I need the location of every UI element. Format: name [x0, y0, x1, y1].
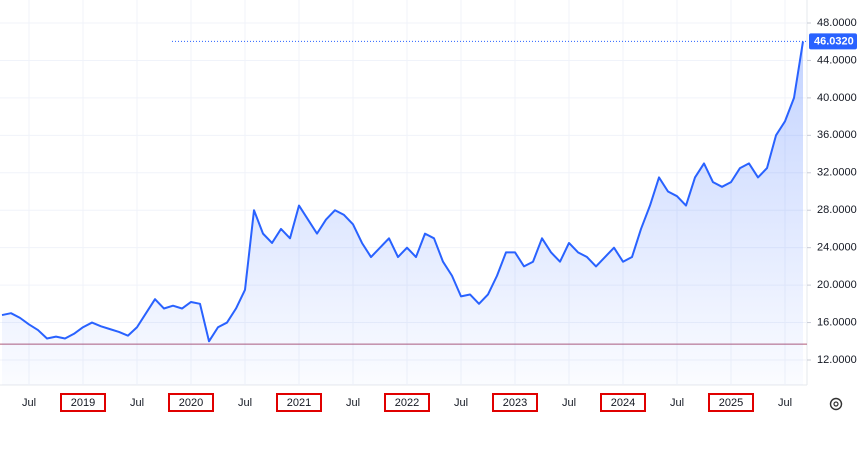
x-tick-label: Jul [130, 397, 144, 409]
y-tick-label: 16.0000 [817, 316, 857, 328]
last-price-label: 46.0320 [814, 35, 854, 47]
x-tick-label: Jul [454, 397, 468, 409]
x-tick-label: 2022 [395, 397, 419, 409]
x-tick-label: Jul [346, 397, 360, 409]
label-highlight [168, 393, 214, 412]
x-tick-label: 2019 [71, 397, 95, 409]
x-tick-label: 2020 [179, 397, 203, 409]
y-tick-label: 36.0000 [817, 129, 857, 141]
price-line [1, 41, 804, 343]
gear-outer [829, 397, 843, 411]
y-tick-label: 32.0000 [817, 167, 857, 179]
x-tick-label: Jul [238, 397, 252, 409]
x-tick-label: 2025 [719, 397, 743, 409]
label-highlight [276, 393, 322, 412]
x-tick-label: Jul [778, 397, 792, 409]
y-tick-label: 20.0000 [817, 279, 857, 291]
label-highlight [492, 393, 538, 412]
y-tick-label: 24.0000 [817, 242, 857, 254]
label-highlight [600, 393, 646, 412]
y-tick-label: 40.0000 [817, 92, 857, 104]
y-tick-label: 48.0000 [817, 17, 857, 29]
x-tick-label: Jul [22, 397, 36, 409]
area-fill [2, 41, 803, 385]
x-tick-label: Jul [670, 397, 684, 409]
y-tick-label: 12.0000 [817, 354, 857, 366]
gear-inner [833, 401, 839, 407]
label-highlight [384, 393, 430, 412]
last-price-tag [809, 33, 857, 50]
x-tick-label: 2024 [611, 397, 635, 409]
settings-icon[interactable] [829, 397, 843, 411]
label-highlight [60, 393, 106, 412]
label-highlight [708, 393, 754, 412]
x-tick-label: 2021 [287, 397, 311, 409]
y-tick-label: 28.0000 [817, 204, 857, 216]
x-tick-label: 2023 [503, 397, 527, 409]
y-tick-label: 44.0000 [817, 54, 857, 66]
x-tick-label: Jul [562, 397, 576, 409]
